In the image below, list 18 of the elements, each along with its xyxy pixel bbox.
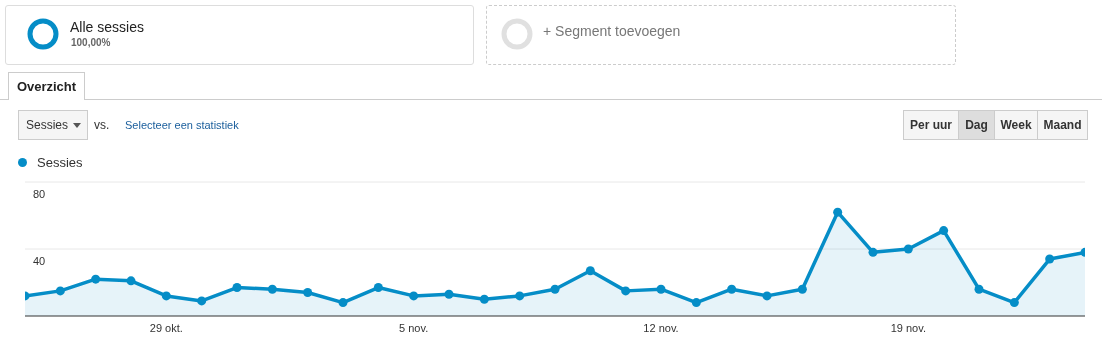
text: Maand bbox=[1037, 110, 1088, 140]
text: Overzicht bbox=[8, 72, 85, 100]
text: Alle sessies bbox=[70, 19, 144, 35]
y-tick-label: 40 bbox=[33, 254, 46, 267]
y-tick-label: 80 bbox=[33, 187, 46, 200]
text: Sessies bbox=[18, 110, 88, 140]
text: vs. bbox=[94, 118, 110, 132]
text: Week bbox=[994, 110, 1038, 140]
x-tick-label: 29 okt. bbox=[149, 321, 183, 334]
legend-label: Sessies bbox=[36, 155, 83, 170]
text: Dag bbox=[958, 110, 995, 140]
x-tick-label: 19 nov. bbox=[890, 321, 926, 334]
text: Per uur bbox=[903, 110, 959, 140]
x-tick-label: 5 nov. bbox=[399, 321, 429, 334]
x-tick-label: 12 nov. bbox=[643, 321, 679, 334]
text: Selecteer een statistiek bbox=[125, 119, 239, 131]
text: + Segment toevoegen bbox=[543, 23, 681, 39]
text: 100,00% bbox=[71, 37, 111, 48]
